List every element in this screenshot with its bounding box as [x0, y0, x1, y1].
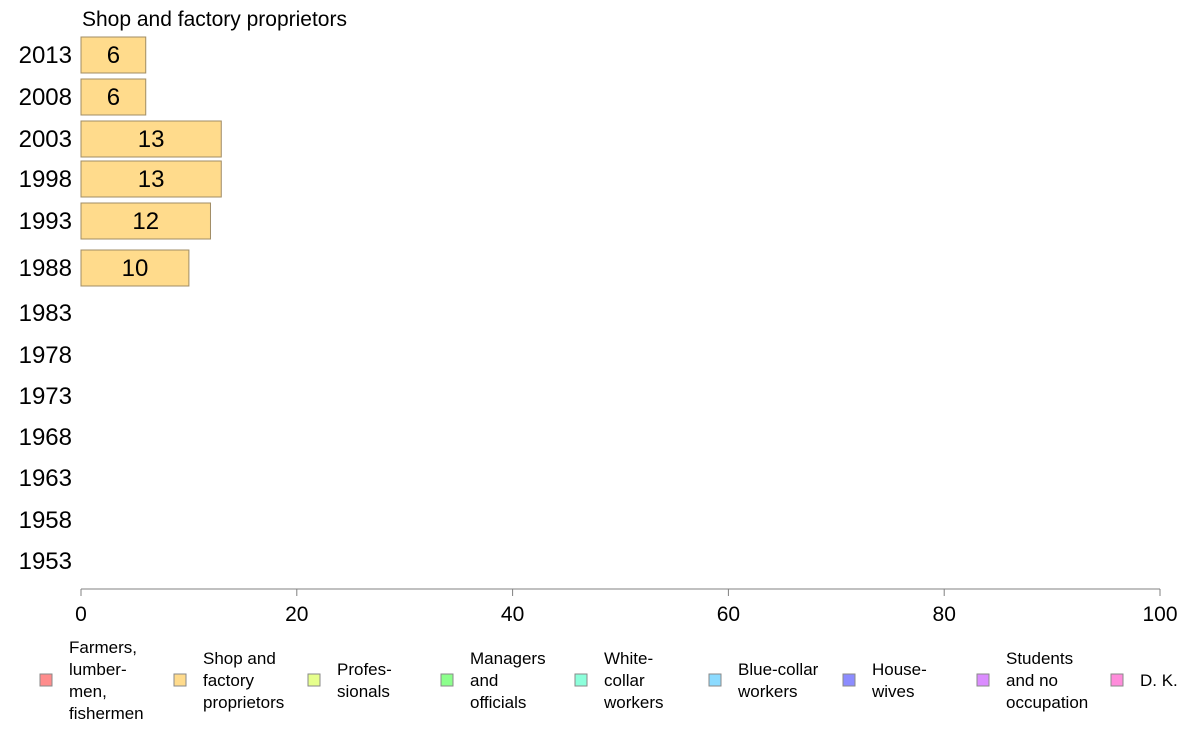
legend-label: workers: [737, 682, 798, 701]
bar: [80, 160, 222, 198]
legend-item: Managers and officials: [440, 649, 546, 712]
legend-item: D. K.: [1110, 671, 1178, 690]
legend-swatch: [39, 673, 53, 687]
bar-value-label: 12: [132, 208, 159, 235]
x-tick-label: 40: [501, 603, 524, 626]
legend-label: Managers: [470, 649, 546, 668]
legend-label: sionals: [337, 682, 390, 701]
legend-label: officials: [470, 693, 526, 712]
bar-value-label: 13: [138, 166, 165, 193]
legend-label: wives: [871, 682, 915, 701]
bar-value-label: 13: [138, 126, 165, 153]
category-label: 1953: [19, 548, 72, 575]
x-tick-label: 20: [285, 603, 308, 626]
category-label: 1963: [19, 465, 72, 492]
bar: [80, 36, 147, 74]
category-label: 1958: [19, 507, 72, 534]
legend-item: White-collar workers: [574, 649, 664, 712]
legend-label: and no: [1006, 671, 1058, 690]
legend-label: occupation: [1006, 693, 1088, 712]
legend-label: workers: [603, 693, 664, 712]
legend-label: Profes-: [337, 660, 392, 679]
chart-rows: 2013 6 2008 6 2003 13 1998 13 1993 12 1988 10 1983 19…: [19, 36, 222, 575]
x-tick-label: 60: [717, 603, 740, 626]
legend-item: Blue-collar workers: [708, 660, 819, 701]
legend: Farmers, lumber-men, fishermen Shop and fact…: [39, 638, 1178, 723]
category-label: 1998: [19, 166, 72, 193]
legend-label: Students: [1006, 649, 1073, 668]
legend-label: White-: [604, 649, 653, 668]
category-label: 1973: [19, 383, 72, 410]
x-tick-label: 80: [933, 603, 956, 626]
legend-swatch: [842, 673, 856, 687]
legend-label: proprietors: [203, 693, 284, 712]
legend-label: fishermen: [69, 704, 144, 723]
legend-label: Farmers,: [69, 638, 137, 657]
legend-item: Profes-sionals: [307, 660, 392, 701]
legend-swatch: [1110, 673, 1124, 687]
category-label: 2013: [19, 42, 72, 69]
category-label: 1993: [19, 208, 72, 235]
x-tick-label: 0: [75, 603, 87, 626]
legend-label: House-: [872, 660, 927, 679]
legend-label: Shop and: [203, 649, 276, 668]
legend-item: Students and no occupation: [976, 649, 1088, 712]
legend-item: Shop and factory proprietors: [173, 649, 284, 712]
legend-swatch: [976, 673, 990, 687]
legend-swatch: [173, 673, 187, 687]
bar: [80, 78, 147, 116]
legend-label: men,: [69, 682, 107, 701]
category-label: 1978: [19, 342, 72, 369]
legend-item: House-wives: [842, 660, 927, 701]
bar: [80, 120, 222, 158]
bar-value-label: 6: [107, 42, 120, 69]
category-label: 1988: [19, 255, 72, 282]
legend-label: collar: [604, 671, 645, 690]
legend-label: factory: [203, 671, 255, 690]
legend-swatch: [574, 673, 588, 687]
category-label: 1968: [19, 424, 72, 451]
bar-value-label: 10: [122, 255, 149, 282]
legend-swatch: [440, 673, 454, 687]
legend-label: D. K.: [1140, 671, 1178, 690]
bar: [80, 249, 190, 287]
category-label: 1983: [19, 300, 72, 327]
bar-value-label: 6: [107, 84, 120, 111]
category-label: 2008: [19, 84, 72, 111]
legend-label: Blue-collar: [738, 660, 819, 679]
x-tick-label: 100: [1142, 603, 1177, 626]
category-label: 2003: [19, 126, 72, 153]
legend-swatch: [307, 673, 321, 687]
bar: [80, 202, 211, 240]
legend-item: Farmers, lumber-men, fishermen: [39, 638, 144, 723]
legend-swatch: [708, 673, 722, 687]
legend-label: and: [470, 671, 498, 690]
legend-label: lumber-: [69, 660, 127, 679]
x-axis: 0 20 40 60 80 100: [75, 588, 1178, 626]
chart-title: Shop and factory proprietors: [82, 8, 347, 31]
